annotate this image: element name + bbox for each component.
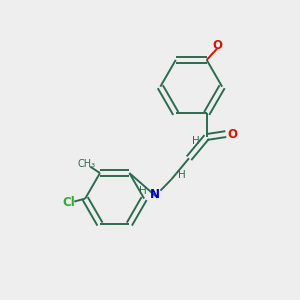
Text: O: O xyxy=(227,128,237,141)
Text: H: H xyxy=(178,170,185,180)
Text: H: H xyxy=(192,136,200,146)
Text: Cl: Cl xyxy=(63,196,75,209)
Text: O: O xyxy=(212,39,222,52)
Text: H: H xyxy=(139,186,147,196)
Text: N: N xyxy=(150,188,160,201)
Text: CH₃: CH₃ xyxy=(78,159,96,169)
